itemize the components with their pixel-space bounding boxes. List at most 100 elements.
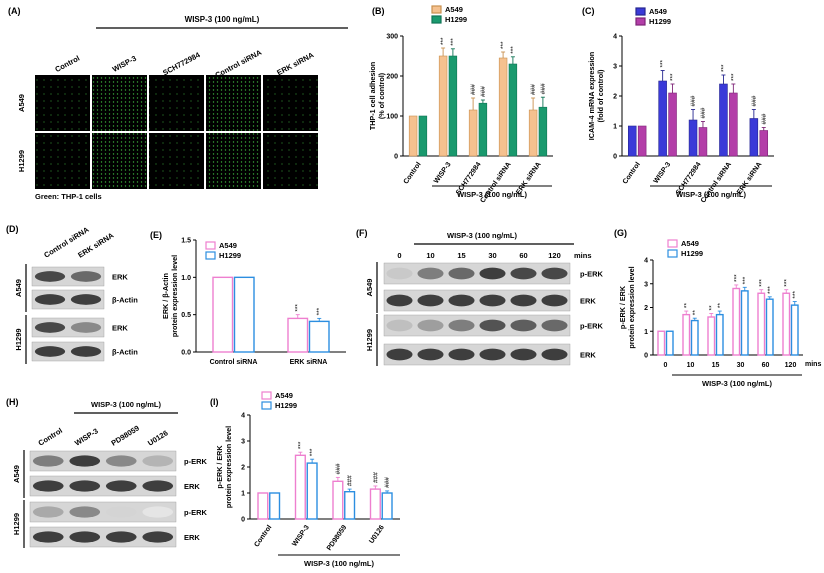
y-tick-label: 0 [644,353,648,360]
legend-swatch [431,15,442,24]
chart-b: 0 100 200 300 THP-1 cell adhesion (% of contr… [368,5,553,204]
row-label: A549 [17,94,26,112]
bar [698,127,708,157]
cell-line-label: A549 [14,279,23,297]
significance-mark: *** [733,274,740,282]
y-tick-label: 1 [241,491,245,498]
bar [665,330,674,356]
band-label: ERK [184,482,200,491]
micrograph-tile [206,75,261,131]
protein-band [70,346,102,357]
column-label: SCH772984 [161,50,202,78]
y-tick-label: 100 [386,114,398,121]
bar [759,130,769,157]
micrograph-tile [35,133,90,189]
y-tick-label: 0 [613,154,617,161]
x-unit-label: mins [805,361,821,368]
micrograph-tile [149,75,204,131]
bar [740,290,749,356]
protein-band [448,319,475,332]
micrograph-tile [92,133,147,189]
chart-g: 0 1 2 3 4 p-ERK / ERK protein expression level… [618,239,821,388]
band-label: ERK [112,324,128,333]
y-axis-label: protein expression level [170,255,179,337]
panel-labels: (A) (B) (C) (D) (E) (F) (G) (H) (I) [6,6,627,407]
y-tick-label: 4 [613,34,617,41]
panel-a-microscopy: WISP-3 (100 ng/mL) Control WISP-3 SCH77298… [17,15,348,201]
x-tick-label: WISP-3 [291,524,311,548]
significance-mark: *** [500,41,507,49]
band-label: p-ERK [580,270,603,279]
micrograph-tile [263,75,318,131]
time-label: 30 [488,251,496,260]
bar [690,319,699,356]
band-label: β-Actin [112,348,138,357]
bar [332,480,344,520]
treatment-label: WISP-3 (100 ng/mL) [91,400,162,409]
x-tick-label: WISP-3 [433,161,453,185]
bar [538,106,548,157]
significance-mark: ### [690,95,697,106]
significance-mark: *** [295,304,302,312]
protein-band [105,480,137,492]
y-tick-label: 3 [613,64,617,71]
bar [257,492,269,520]
legend-swatch [205,251,216,260]
band-label: p-ERK [184,457,207,466]
bar [627,125,637,157]
chart-c: 0 1 2 3 4 ICAM-4 mRNA expression (fold of cont… [587,7,774,204]
y-tick-label: 300 [386,34,398,41]
band-label: p-ERK [184,508,207,517]
panel-label-c: (C) [582,6,595,16]
panel-a-caption: Green: THP-1 cells [35,192,102,201]
legend-label: A549 [275,391,293,400]
band-label: p-ERK [580,322,603,331]
significance-mark: *** [730,73,737,81]
significance-mark: ### [761,113,768,124]
significance-mark: *** [792,291,799,299]
bar [782,292,791,356]
legend-swatch [667,249,678,258]
bar [707,316,716,356]
significance-mark: *** [316,307,323,315]
legend-label: A549 [649,7,667,16]
protein-band [70,294,102,305]
y-tick-label: 0.0 [181,350,191,357]
lane-label: PD98059 [110,423,141,447]
significance-mark: ** [683,303,690,309]
blot-membrane [29,501,177,523]
panel-label-d: (D) [6,224,19,234]
y-tick-label: 1 [613,124,617,131]
cell-line-label: A549 [365,279,374,297]
legend-label: H1299 [649,17,671,26]
legend-label: A549 [219,241,237,250]
time-label: 60 [519,251,527,260]
significance-mark: *** [660,59,667,67]
legend-swatch [205,241,216,250]
protein-band [510,294,537,307]
band-label: ERK [580,297,596,306]
protein-band [479,348,506,361]
cell-line-label: H1299 [14,328,23,350]
x-tick-label: 0 [664,362,668,369]
bar [790,304,799,356]
legend-label: A549 [681,239,699,248]
protein-band [386,267,413,280]
lane-label: Control [37,426,64,448]
bar [715,313,724,356]
protein-band [142,480,174,492]
protein-band [510,267,537,280]
protein-band [70,271,102,282]
protein-band [70,322,102,333]
y-tick-label: 0 [394,154,398,161]
treatment-label: WISP-3 (100 ng/mL) [304,559,375,568]
x-tick-label: Control siRNA [210,359,258,366]
y-tick-label: 4 [644,258,648,265]
y-axis-label: (fold of control) [596,69,605,123]
protein-band [479,319,506,332]
legend-swatch [667,239,678,248]
bar [682,313,691,356]
significance-mark: *** [720,64,727,72]
